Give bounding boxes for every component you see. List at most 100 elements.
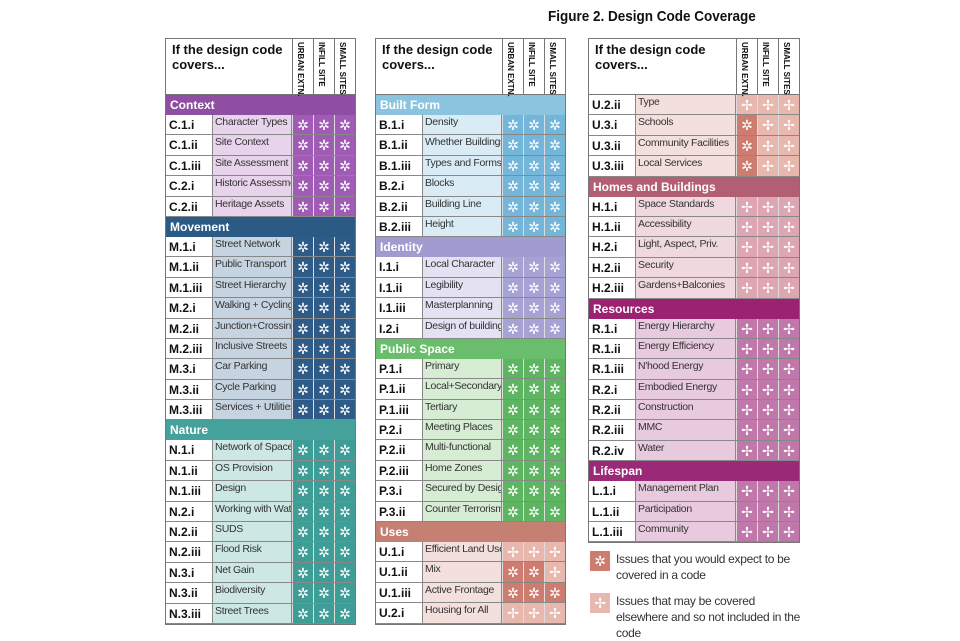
section-header: Identity: [376, 237, 565, 258]
row-code: N.1.i: [166, 440, 213, 460]
row-code: H.1.i: [589, 196, 636, 216]
expected-icon: ✲: [313, 562, 334, 583]
row-label: Active Frontage: [423, 582, 502, 603]
table-row: B.2.iii Height ✲ ✲ ✲: [376, 216, 565, 238]
row-code: R.1.i: [589, 318, 636, 338]
expected-icon: ✲: [523, 481, 544, 501]
row-label: Efficient Land Use: [423, 542, 502, 562]
expected-icon: ✲: [334, 603, 355, 623]
row-label: Mix: [423, 562, 502, 582]
coverage-column: If the design code covers... URBAN EXTN. I…: [165, 38, 356, 625]
row-label: Character Types: [213, 115, 292, 135]
row-label: Community: [636, 522, 736, 542]
coverage-column: If the design code covers... URBAN EXTN. I…: [588, 38, 800, 544]
row-code: M.3.iii: [166, 400, 213, 420]
row-label: Whether Buildings Join: [423, 135, 502, 155]
row-label: Energy Hierarchy: [636, 318, 736, 338]
expected-icon: ✲: [292, 115, 313, 135]
expected-icon: ✲: [544, 420, 565, 440]
row-code: B.1.i: [376, 115, 423, 135]
elsewhere-icon: ✢: [778, 359, 799, 379]
table-row: U.3.i Schools ✲ ✢ ✢: [589, 115, 799, 136]
expected-icon: ✲: [313, 583, 334, 603]
row-code: P.3.ii: [376, 501, 423, 522]
table-row: L.1.ii Participation ✢ ✢ ✢: [589, 501, 799, 523]
site-type-header: URBAN EXTN.: [502, 39, 523, 97]
table-row: U.3.ii Community Facilities ✲ ✢ ✢: [589, 135, 799, 157]
row-code: P.2.i: [376, 420, 423, 440]
elsewhere-icon: ✢: [757, 522, 778, 542]
table-row: N.2.iii Flood Risk ✲ ✲ ✲: [166, 542, 355, 563]
table-row: H.2.iii Gardens+Balconies ✢ ✢ ✢: [589, 278, 799, 299]
site-type-label: INFILL SITE: [527, 42, 536, 87]
expected-icon: ✲: [502, 277, 523, 298]
row-code: H.1.ii: [589, 216, 636, 237]
section-header: Lifespan: [589, 461, 799, 482]
table-row: M.2.iii Inclusive Streets ✲ ✲ ✲: [166, 338, 355, 360]
expected-icon: ✲: [292, 542, 313, 562]
table-row: R.1.iii N'hood Energy ✢ ✢ ✢: [589, 359, 799, 380]
site-type-header: INFILL SITE: [757, 39, 778, 94]
row-code: P.1.i: [376, 358, 423, 379]
elsewhere-icon: ✢: [778, 135, 799, 156]
expected-icon: ✲: [544, 277, 565, 298]
expected-icon: ✲: [523, 501, 544, 522]
site-type-header: SMALL SITES: [778, 39, 799, 95]
expected-icon: ✲: [502, 440, 523, 460]
elsewhere-icon: ✢: [502, 542, 523, 562]
row-code: C.1.iii: [166, 155, 213, 176]
expected-icon: ✲: [313, 501, 334, 522]
table-row: R.2.iii MMC ✢ ✢ ✢: [589, 420, 799, 441]
row-code: U.3.i: [589, 115, 636, 135]
row-code: M.1.i: [166, 236, 213, 257]
row-code: U.1.ii: [376, 562, 423, 582]
expected-icon: ✲: [313, 257, 334, 277]
row-code: R.2.iii: [589, 420, 636, 440]
expected-icon: ✲: [334, 583, 355, 603]
row-label: Masterplanning: [423, 298, 502, 318]
row-label: Local Character: [423, 257, 502, 277]
elsewhere-icon: ✢: [757, 359, 778, 379]
expected-icon: ✲: [523, 277, 544, 298]
elsewhere-icon: ✢: [778, 216, 799, 237]
section-header: Context: [166, 95, 355, 115]
expected-icon: ✲: [544, 582, 565, 603]
row-label: Multi-functional: [423, 440, 502, 460]
row-label: Embodied Energy: [636, 379, 736, 400]
elsewhere-icon: ✢: [544, 603, 565, 623]
row-code: R.1.iii: [589, 359, 636, 379]
elsewhere-icon: ✢: [736, 318, 757, 338]
expected-icon: ✲: [292, 460, 313, 481]
site-type-label: SMALL SITES: [782, 42, 791, 95]
row-label: Water: [636, 440, 736, 461]
row-label: Cycle Parking: [213, 379, 292, 400]
table-row: U.1.ii Mix ✲ ✲ ✢: [376, 562, 565, 583]
section-header: Movement: [166, 216, 355, 237]
row-label: Height: [423, 216, 502, 237]
header-question: If the design code covers...: [172, 42, 283, 72]
row-code: N.3.ii: [166, 583, 213, 603]
table-row: I.2.i Design of buildings ✲ ✲ ✲: [376, 318, 565, 339]
row-code: R.2.i: [589, 379, 636, 400]
expected-icon: ✲: [544, 501, 565, 522]
expected-icon: ✲: [736, 156, 757, 176]
table-row: I.1.iii Masterplanning ✲ ✲ ✲: [376, 298, 565, 319]
table-row: N.1.ii OS Provision ✲ ✲ ✲: [166, 460, 355, 482]
expected-icon: ✲: [544, 481, 565, 501]
row-code: I.2.i: [376, 318, 423, 338]
expected-icon: ✲: [292, 196, 313, 216]
table-row: R.2.ii Construction ✢ ✢ ✢: [589, 400, 799, 421]
expected-icon: ✲: [334, 501, 355, 522]
table-row: N.2.i Working with Water ✲ ✲ ✲: [166, 501, 355, 523]
site-type-label: URBAN EXTN.: [740, 42, 749, 97]
row-label: Home Zones: [423, 460, 502, 481]
expected-icon: ✲: [544, 135, 565, 155]
elsewhere-icon: ✢: [757, 440, 778, 461]
row-code: M.1.iii: [166, 277, 213, 298]
expected-icon: ✲: [523, 399, 544, 420]
expected-icon: ✲: [544, 318, 565, 338]
table-row: P.2.i Meeting Places ✲ ✲ ✲: [376, 420, 565, 441]
elsewhere-icon: ✢: [757, 379, 778, 400]
expected-icon: ✲: [334, 135, 355, 155]
table-row: I.1.ii Legibility ✲ ✲ ✲: [376, 277, 565, 299]
